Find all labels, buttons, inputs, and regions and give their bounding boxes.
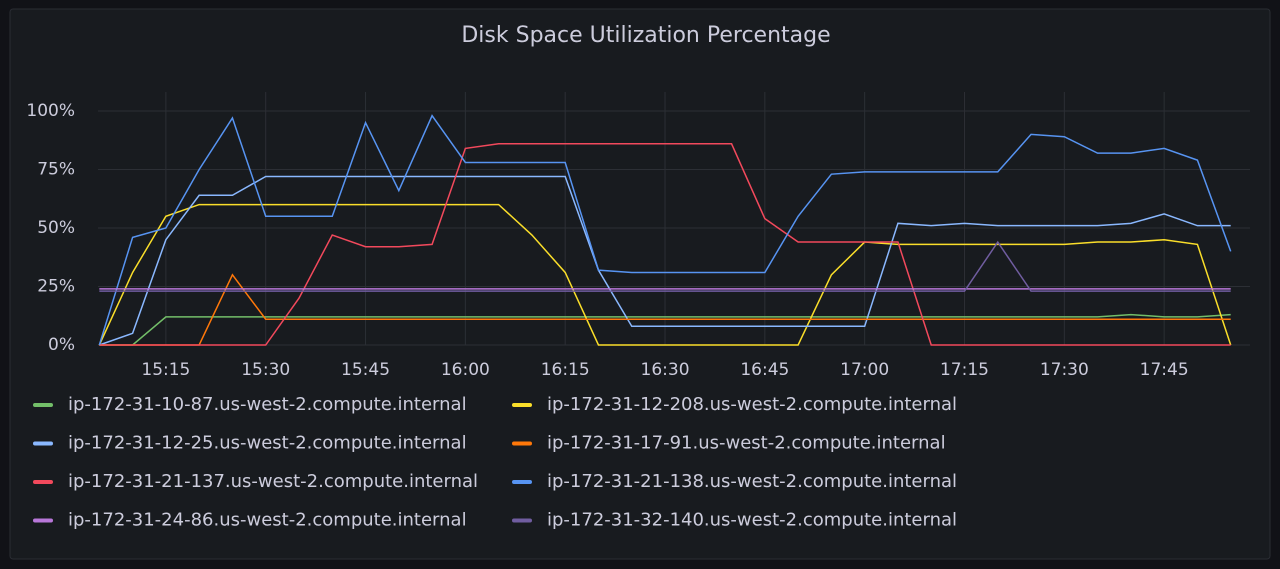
legend-label: ip-172-31-17-91.us-west-2.compute.intern… — [547, 433, 946, 454]
x-tick-label: 16:00 — [441, 360, 490, 380]
legend-swatch — [512, 403, 532, 407]
legend-swatch — [33, 441, 53, 446]
legend-swatch — [33, 403, 53, 407]
legend-label: ip-172-31-24-86.us-west-2.compute.intern… — [68, 510, 467, 531]
series-line — [99, 273, 1231, 346]
series-line — [99, 175, 1231, 346]
legend-swatch — [33, 518, 53, 523]
chart-title: Disk Space Utilization Percentage — [461, 23, 830, 48]
x-tick-label: 17:00 — [840, 360, 889, 380]
y-tick-label: 0% — [48, 335, 75, 355]
series-line — [98, 114, 1232, 346]
series-line — [98, 203, 1232, 346]
legend-label: ip-172-31-21-137.us-west-2.compute.inter… — [68, 471, 478, 492]
x-tick-label: 15:30 — [241, 360, 290, 380]
legend-label: ip-172-31-32-140.us-west-2.compute.inter… — [547, 510, 957, 531]
x-tick-label: 15:45 — [341, 360, 390, 380]
legend-label: ip-172-31-10-87.us-west-2.compute.intern… — [68, 394, 467, 415]
panel — [9, 8, 1271, 560]
x-tick-label: 16:15 — [541, 360, 590, 380]
legend-swatch — [512, 441, 532, 446]
legend-label: ip-172-31-12-208.us-west-2.compute.inter… — [547, 394, 957, 415]
y-tick-label: 100% — [26, 101, 75, 121]
legend-label: ip-172-31-21-138.us-west-2.compute.inter… — [547, 471, 957, 492]
legend-swatch — [33, 480, 53, 484]
series-line — [99, 143, 1231, 346]
y-tick-label: 75% — [37, 160, 75, 180]
x-tick-label: 16:30 — [641, 360, 690, 380]
y-tick-label: 25% — [37, 277, 75, 297]
legend-label: ip-172-31-12-25.us-west-2.compute.intern… — [68, 433, 467, 454]
x-tick-label: 17:15 — [940, 360, 989, 380]
legend-swatch — [512, 518, 532, 523]
x-tick-label: 17:45 — [1140, 360, 1189, 380]
legend-swatch — [512, 480, 532, 484]
series-line — [99, 313, 1231, 346]
x-tick-label: 15:15 — [141, 360, 190, 380]
x-tick-label: 16:45 — [740, 360, 789, 380]
series-line — [99, 240, 1231, 292]
y-tick-label: 50% — [37, 218, 75, 238]
x-tick-label: 17:30 — [1040, 360, 1089, 380]
